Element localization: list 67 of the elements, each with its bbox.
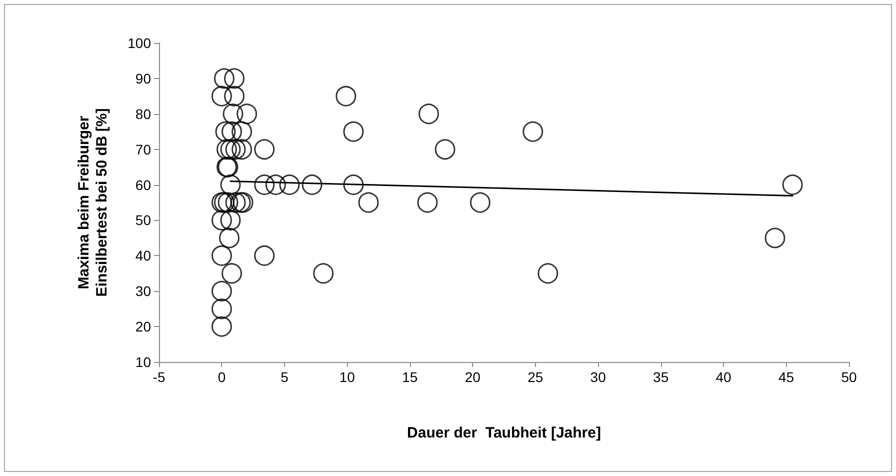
y-tick-label: 100	[128, 35, 152, 51]
y-tick-label: 20	[135, 318, 152, 335]
point	[222, 121, 242, 142]
point	[222, 104, 244, 124]
point	[232, 139, 252, 160]
y-tick-label: 60	[135, 176, 152, 193]
point	[225, 139, 246, 160]
x-tick-label: 20	[464, 369, 481, 385]
x-tick-label: 10	[339, 369, 356, 385]
point	[538, 263, 558, 284]
point	[225, 192, 246, 213]
x-tick-label: 30	[590, 369, 606, 385]
point	[211, 316, 232, 337]
point	[219, 228, 240, 248]
x-tick-label: 5	[280, 369, 289, 385]
point	[358, 192, 379, 213]
point	[434, 139, 456, 160]
x-tick-label: -5	[152, 369, 166, 385]
point	[279, 174, 300, 196]
x-tick-label: 25	[528, 369, 544, 385]
y-axis-title: Maxima beim Freiburger Einsilbertest bei 50 dB [%]	[76, 108, 110, 297]
point	[764, 228, 786, 248]
point	[220, 210, 241, 230]
point	[211, 280, 232, 302]
x-tick-label: 45	[778, 369, 794, 385]
point	[336, 86, 356, 106]
point	[215, 121, 236, 142]
y-tick-label: 40	[135, 248, 152, 264]
point	[211, 210, 232, 230]
x-tick-label: 35	[653, 369, 669, 385]
point	[224, 86, 245, 106]
point	[232, 121, 252, 142]
point	[224, 68, 245, 89]
y-tick-label: 50	[135, 212, 152, 228]
point	[254, 139, 275, 160]
point	[222, 263, 242, 284]
point	[265, 174, 286, 196]
point	[211, 245, 232, 266]
y-tick-label: 80	[135, 106, 152, 122]
x-axis-title: Dauer der Taubheit [Jahre]	[407, 424, 601, 442]
point	[211, 86, 232, 106]
point	[254, 245, 275, 266]
y-tick-label: 30	[135, 283, 152, 300]
point	[782, 174, 803, 196]
x-tick-label: 40	[716, 369, 732, 385]
x-tick-label: 15	[402, 369, 418, 385]
point	[418, 104, 439, 124]
y-tick-label: 90	[135, 70, 152, 86]
x-tick-label: 0	[218, 369, 226, 385]
point	[211, 298, 232, 320]
point	[522, 121, 544, 142]
y-tick-label: 10	[135, 354, 152, 370]
x-tick-label: 50	[841, 369, 857, 385]
point	[343, 121, 364, 142]
y-tick-label: 70	[135, 141, 152, 158]
point	[218, 192, 238, 213]
point	[313, 263, 334, 284]
point	[216, 139, 237, 160]
point	[302, 174, 322, 196]
point	[214, 68, 234, 89]
point	[236, 104, 258, 124]
point	[417, 192, 438, 213]
point	[470, 192, 490, 213]
point	[343, 174, 364, 196]
point	[254, 174, 275, 196]
point	[220, 174, 241, 196]
point	[220, 139, 241, 160]
